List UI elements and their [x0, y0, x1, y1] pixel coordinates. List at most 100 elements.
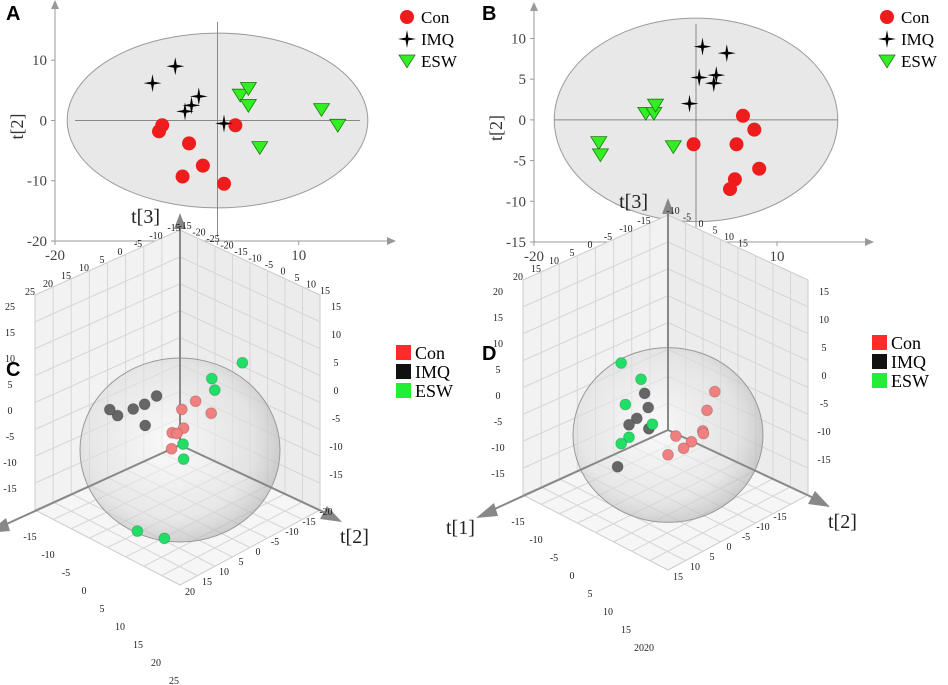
data-point-con [171, 427, 183, 440]
tick-t1-label: 10 [115, 622, 125, 633]
tick-left-label: 10 [5, 354, 15, 365]
axis-label-t2-d: t[2] [828, 511, 857, 533]
tick-top-left-label: -10 [619, 224, 632, 235]
legend-marker-imq [878, 30, 896, 48]
data-point-con [708, 385, 721, 398]
tick-t1-label: 15 [133, 640, 143, 651]
tick-left-label: 5 [8, 380, 13, 391]
data-point-con [228, 118, 243, 133]
data-point-imq [166, 57, 185, 76]
data-point-imq [143, 74, 162, 93]
tick-top-right-label: -20 [220, 241, 233, 252]
data-point-imq [103, 403, 116, 416]
tick-right-label: 0 [822, 371, 827, 382]
data-point-imq [139, 419, 152, 432]
tick-t1-label: 0 [570, 571, 575, 582]
tick-left-label: -10 [491, 443, 504, 454]
x-axis-arrow-b [865, 238, 874, 246]
legend-marker-imq [398, 30, 416, 48]
tick-t1-label: -15 [23, 532, 36, 543]
data-point-con [205, 407, 218, 420]
tick-right-label: 5 [822, 343, 827, 354]
legend-label-esw: ESW [415, 381, 453, 401]
data-point-imq [630, 412, 643, 425]
legend-label-con: Con [415, 343, 445, 363]
legend-marker-con [396, 345, 411, 360]
data-point-esw [635, 373, 647, 386]
data-point-imq [176, 102, 194, 121]
tick-t2-label: -20 [319, 507, 332, 518]
tick-left-label: -5 [494, 417, 502, 428]
x-tick-label: -20 [45, 248, 65, 264]
x-tick-label: 10 [770, 249, 785, 265]
score-plot-3d-c: t[3]t[1]t[2]2520151050-5-10-15-15-20-25-… [0, 206, 453, 685]
tick-top-left-label: 0 [588, 240, 593, 251]
tick-t2-label: 10 [219, 567, 229, 578]
data-point-esw [623, 431, 635, 444]
tick-top-left-label: 15 [61, 271, 71, 282]
tick-top-right-label: 15 [738, 239, 748, 250]
data-point-imq [638, 387, 651, 400]
axis-t2-arrow-c [320, 506, 342, 522]
data-point-con [669, 430, 682, 442]
tick-right-label: 15 [819, 287, 829, 298]
data-point-con [165, 442, 178, 455]
y-tick-label: 0 [519, 113, 527, 129]
tick-left-label: 0 [496, 391, 501, 402]
tick-t1-label: -10 [41, 550, 54, 561]
tick-t2-label: 20 [185, 587, 195, 598]
tick-top-right-label: -25 [206, 234, 219, 245]
data-point-esw [619, 398, 632, 411]
tick-top-left-label: 25 [25, 287, 35, 298]
tick-top-right-label: -15 [178, 221, 191, 232]
data-point-con [662, 448, 674, 461]
grid-line [52, 501, 198, 577]
data-point-esw [329, 118, 347, 133]
panel-label-d: D [482, 343, 496, 365]
axis-t3-arrow-d [662, 198, 674, 214]
tick-top-left-label: 5 [570, 248, 575, 259]
data-point-con [686, 137, 701, 152]
y-axis-arrow-b [530, 2, 538, 11]
axis-label-t1-d: t[1] [446, 517, 475, 539]
y-tick-label: -20 [27, 234, 47, 250]
data-point-esw [236, 356, 249, 369]
tick-left-label: 0 [8, 406, 13, 417]
data-point-esw [158, 532, 171, 545]
legend-label-esw: ESW [901, 52, 938, 71]
tick-t2-label: -5 [742, 532, 750, 543]
legend-marker-con [880, 10, 894, 24]
data-point-imq [611, 460, 624, 473]
y-tick-label: 10 [511, 31, 526, 47]
data-point-con [155, 118, 170, 133]
axis-t1-arrow-d [476, 503, 498, 518]
data-point-esw [615, 437, 628, 450]
data-point-esw [590, 136, 608, 151]
data-point-con [729, 137, 744, 152]
grid-line [667, 322, 809, 388]
data-point-esw [231, 88, 249, 103]
data-point-con [175, 169, 190, 184]
legend-label-imq: IMQ [421, 30, 454, 49]
legend-marker-imq [872, 354, 887, 369]
tick-top-left-label: 0 [118, 247, 123, 258]
data-point-con [723, 182, 738, 197]
tick-right-label: -5 [820, 399, 828, 410]
data-point-con [747, 122, 762, 137]
data-point-imq [707, 66, 726, 85]
tick-top-left-label: -15 [637, 216, 650, 227]
tick-right-label: -10 [817, 427, 830, 438]
data-point-esw [239, 99, 258, 113]
tick-t2-label: 10 [690, 562, 700, 573]
legend-label-imq: IMQ [415, 362, 450, 382]
tick-top-right-label: 5 [713, 226, 718, 237]
tick-t1-label: 15 [621, 625, 631, 636]
tick-t1-label: 5 [588, 589, 593, 600]
panel-label-c: C [6, 359, 20, 381]
data-point-con [189, 395, 202, 408]
data-point-con [697, 427, 710, 440]
axis-label-t2-c: t[2] [340, 526, 369, 548]
tick-top-left-label: 20 [513, 272, 523, 283]
tick-right-label: 10 [819, 315, 829, 326]
tick-top-right-label: 10 [306, 280, 316, 291]
